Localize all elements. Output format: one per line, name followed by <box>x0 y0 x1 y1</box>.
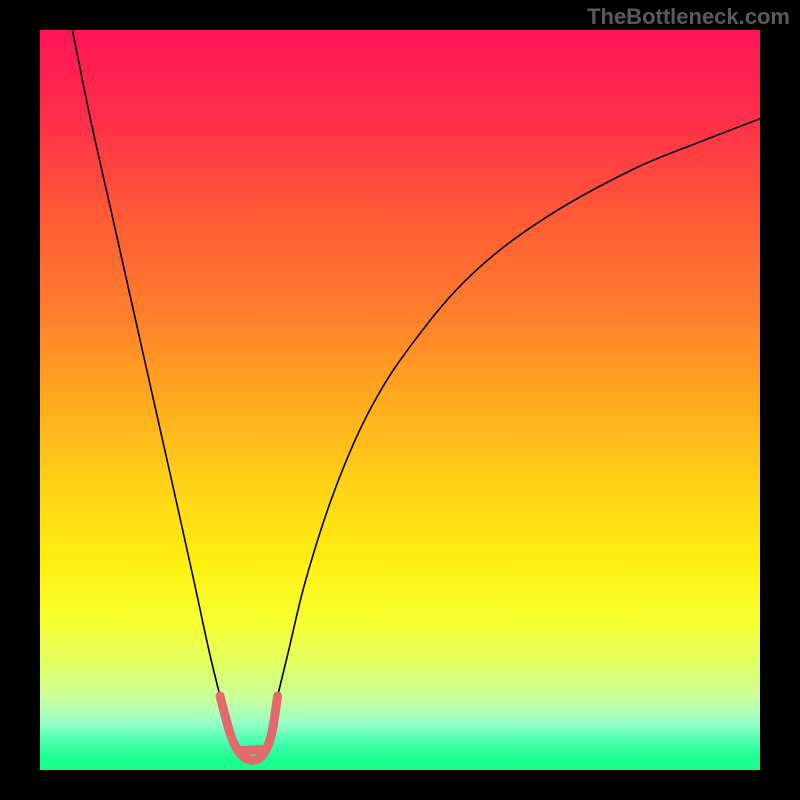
watermark-text: TheBottleneck.com <box>587 4 790 30</box>
plot-area <box>40 30 760 770</box>
gradient-background <box>40 30 760 770</box>
